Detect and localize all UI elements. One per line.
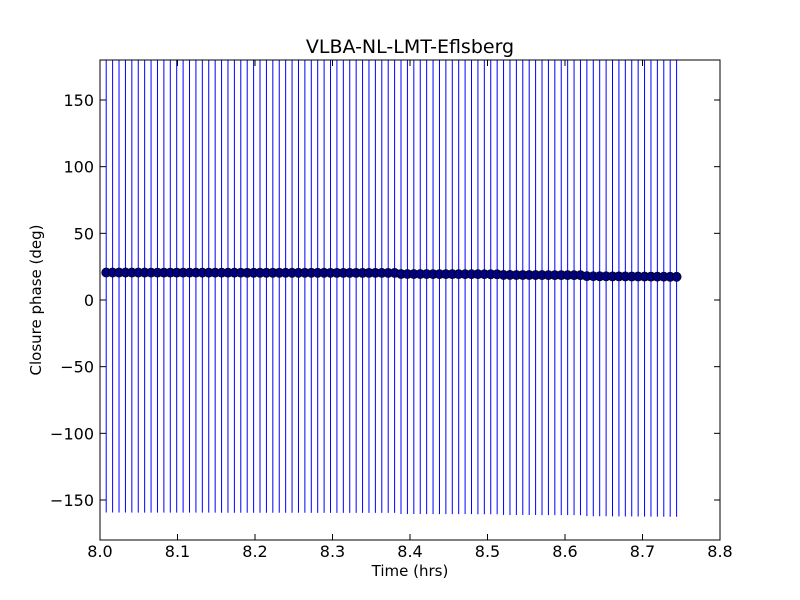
data-point	[671, 271, 682, 282]
y-axis-label: Closure phase (deg)	[27, 225, 45, 376]
y-axis: 150 100 50 0 −50 −100 −150	[50, 91, 720, 510]
x-tick-label: 8.6	[552, 542, 577, 561]
x-axis-label: Time (hrs)	[371, 562, 449, 580]
y-tick-label: −50	[60, 358, 94, 377]
x-tick-label: 8.8	[707, 542, 732, 561]
x-tick-label: 8.3	[320, 542, 345, 561]
x-tick-label: 8.7	[630, 542, 655, 561]
y-tick-label: −150	[50, 491, 94, 510]
y-tick-label: 50	[74, 224, 94, 243]
data-points	[101, 267, 682, 282]
x-tick-label: 8.2	[242, 542, 267, 561]
y-tick-label: 100	[63, 158, 94, 177]
error-bars	[105, 60, 678, 517]
x-axis: 8.0 8.1 8.2 8.3 8.4 8.5 8.6 8.7 8.8	[87, 60, 733, 561]
plot-frame	[99, 59, 721, 541]
y-tick-label: 0	[84, 291, 94, 310]
x-tick-label: 8.5	[475, 542, 500, 561]
x-tick-label: 8.1	[165, 542, 190, 561]
y-tick-label: 150	[63, 91, 94, 110]
x-tick-label: 8.4	[397, 542, 422, 561]
x-tick-label: 8.0	[87, 542, 112, 561]
chart-title: VLBA-NL-LMT-Eflsberg	[306, 36, 514, 58]
y-tick-label: −100	[50, 424, 94, 443]
